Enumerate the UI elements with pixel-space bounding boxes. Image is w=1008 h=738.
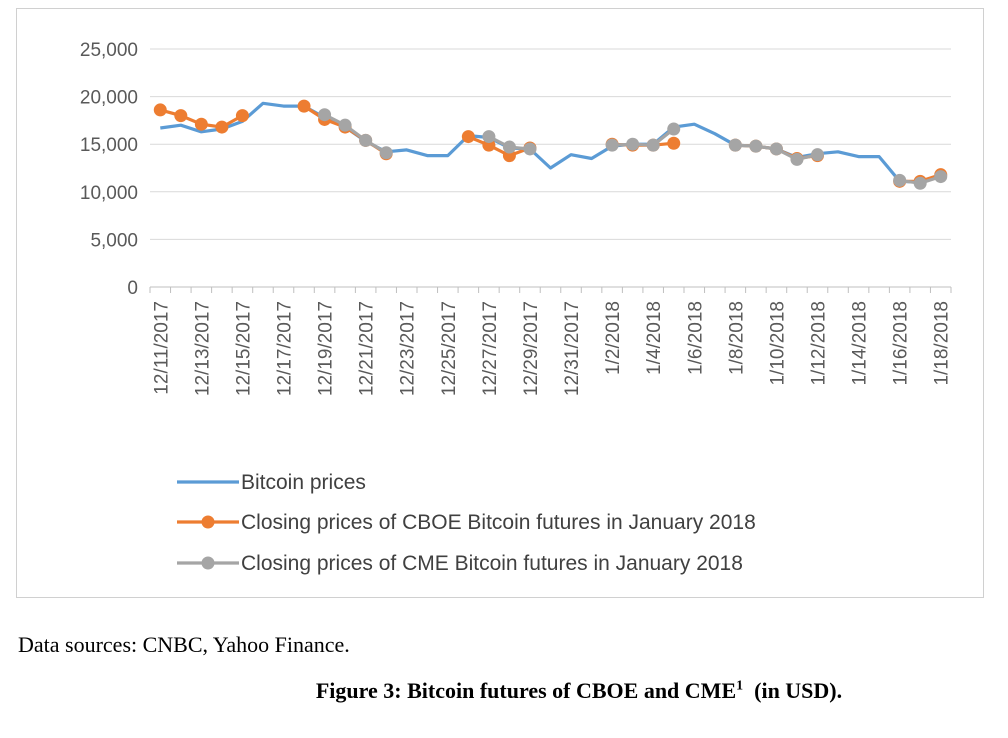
series-cme-point xyxy=(893,173,907,187)
legend-bitcoin-label: Bitcoin prices xyxy=(241,471,366,494)
y-tick-label: 25,000 xyxy=(80,40,138,61)
y-tick-label: 20,000 xyxy=(80,88,138,109)
series-cboe-point xyxy=(174,109,188,123)
series-cboe-point xyxy=(297,99,311,113)
x-tick-label: 1/16/2018 xyxy=(891,301,912,386)
series-cme-line xyxy=(323,113,388,155)
x-tick-label: 12/11/2017 xyxy=(151,301,172,395)
series-cme-point xyxy=(749,139,763,153)
legend-cboe-label: Closing prices of CBOE Bitcoin futures i… xyxy=(241,511,756,534)
legend-cme-marker xyxy=(201,556,215,570)
x-tick-label: 12/27/2017 xyxy=(480,301,501,396)
series-layer xyxy=(153,99,948,190)
x-tick-label: 1/8/2018 xyxy=(726,301,747,375)
chart-frame: 0 5,000 10,000 15,000 20,000 25,000 12/11/2017… xyxy=(16,8,984,598)
series-cboe-point xyxy=(235,109,249,123)
x-tick-label: 12/31/2017 xyxy=(562,301,583,396)
series-cboe-line xyxy=(467,135,531,158)
x-tick-label: 1/12/2018 xyxy=(809,301,830,386)
series-cme-point xyxy=(811,148,824,162)
series-bitcoin-prices-line xyxy=(160,101,942,184)
x-tick-label: 1/18/2018 xyxy=(932,301,953,386)
series-cme-point xyxy=(359,133,373,147)
line-chart: 0 5,000 10,000 15,000 20,000 25,000 12/11/2017… xyxy=(80,40,953,575)
x-tick-label: 12/19/2017 xyxy=(316,301,337,396)
series-cme-line xyxy=(612,127,675,147)
series-cme-point xyxy=(379,146,393,160)
series-cme-point xyxy=(913,176,927,190)
series-cme-point xyxy=(502,140,516,154)
series-cboe-point xyxy=(153,103,167,117)
axes: 0 5,000 10,000 15,000 20,000 25,000 12/11/2017… xyxy=(80,40,953,396)
y-tick-label: 15,000 xyxy=(80,135,138,156)
x-tick-label: 12/13/2017 xyxy=(192,301,213,396)
legend-cboe-marker xyxy=(201,515,215,529)
series-cme-point xyxy=(790,152,804,166)
x-tick-label: 12/29/2017 xyxy=(521,301,542,396)
series-cme-point xyxy=(728,138,742,152)
legend: Bitcoin prices Closing prices of CBOE Bit… xyxy=(177,471,756,575)
caption-suffix: (in USD). xyxy=(743,678,843,703)
source-note: Data sources: CNBC, Yahoo Finance. xyxy=(18,632,350,657)
series-cme-point xyxy=(605,138,619,152)
series-cme-point xyxy=(646,138,660,152)
series-cboe-point xyxy=(194,117,208,131)
x-tick-label: 1/14/2018 xyxy=(850,301,871,386)
x-tick-label: 12/25/2017 xyxy=(439,301,460,396)
series-cme-point xyxy=(769,142,783,156)
series-cme-point xyxy=(482,130,496,144)
series-cme-point xyxy=(338,118,352,132)
x-tick-label: 12/21/2017 xyxy=(357,301,378,396)
series-cme-point xyxy=(318,108,332,122)
x-tick-label: 12/23/2017 xyxy=(398,301,419,396)
x-tick-label: 1/4/2018 xyxy=(644,301,665,375)
legend-cme-label: Closing prices of CME Bitcoin futures in… xyxy=(241,552,743,575)
x-tick-label: 1/2/2018 xyxy=(603,301,624,375)
series-cboe-point xyxy=(215,120,229,134)
series-cboe-point xyxy=(461,130,475,144)
figure-caption: Figure 3: Bitcoin futures of CBOE and CM… xyxy=(0,678,1008,704)
y-tick-label: 5,000 xyxy=(90,230,138,251)
x-tick-label: 12/15/2017 xyxy=(233,301,254,396)
series-cme-point xyxy=(523,142,537,156)
series-cme-point xyxy=(934,170,948,184)
series-cme-point xyxy=(626,137,640,151)
x-tick-label: 1/10/2018 xyxy=(767,301,788,386)
gridlines xyxy=(150,48,951,240)
series-cme-point xyxy=(667,122,681,136)
caption-main: Figure 3: Bitcoin futures of CBOE and CM… xyxy=(315,678,737,703)
x-tick-label: 12/17/2017 xyxy=(275,301,296,396)
y-tick-label: 10,000 xyxy=(80,183,138,204)
x-tick-label: 1/6/2018 xyxy=(685,301,706,375)
y-tick-label: 0 xyxy=(127,278,138,299)
caption-footnote-marker: 1 xyxy=(736,678,744,694)
series-cboe-point xyxy=(667,136,681,150)
